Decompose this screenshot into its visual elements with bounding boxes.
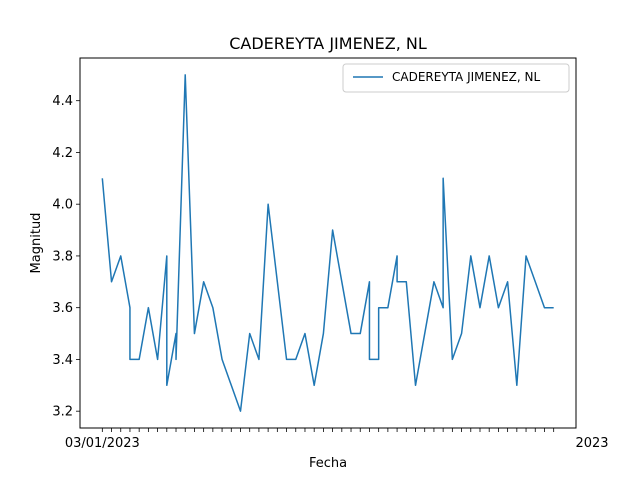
x-tick-label: 03/01/2023 bbox=[65, 436, 140, 451]
legend-box bbox=[342, 63, 570, 93]
y-tick-label: 4.4 bbox=[52, 94, 73, 109]
y-tick-label: 3.6 bbox=[52, 301, 73, 316]
x-tick-label: 2023 bbox=[575, 436, 608, 451]
legend: CADEREYTA JIMENEZ, NL bbox=[342, 63, 570, 93]
x-axis-label: Fecha bbox=[309, 456, 347, 471]
y-tick-label: 3.4 bbox=[52, 353, 73, 368]
plot-frame bbox=[79, 57, 577, 429]
legend-label: CADEREYTA JIMENEZ, NL bbox=[392, 70, 540, 84]
y-tick-label: 3.8 bbox=[52, 249, 73, 264]
y-tick-label: 4.2 bbox=[52, 146, 73, 161]
y-axis-label: Magnitud bbox=[29, 213, 44, 274]
y-tick-label: 3.2 bbox=[52, 405, 73, 420]
series-line bbox=[101, 74, 554, 412]
chart-title: CADEREYTA JIMENEZ, NL bbox=[229, 34, 427, 53]
y-ticks: 3.2 3.4 3.6 3.8 4.0 4.2 4.4 bbox=[52, 94, 80, 420]
x-ticks: 03/01/2023 2023 bbox=[65, 428, 609, 451]
y-tick-label: 4.0 bbox=[52, 198, 73, 213]
